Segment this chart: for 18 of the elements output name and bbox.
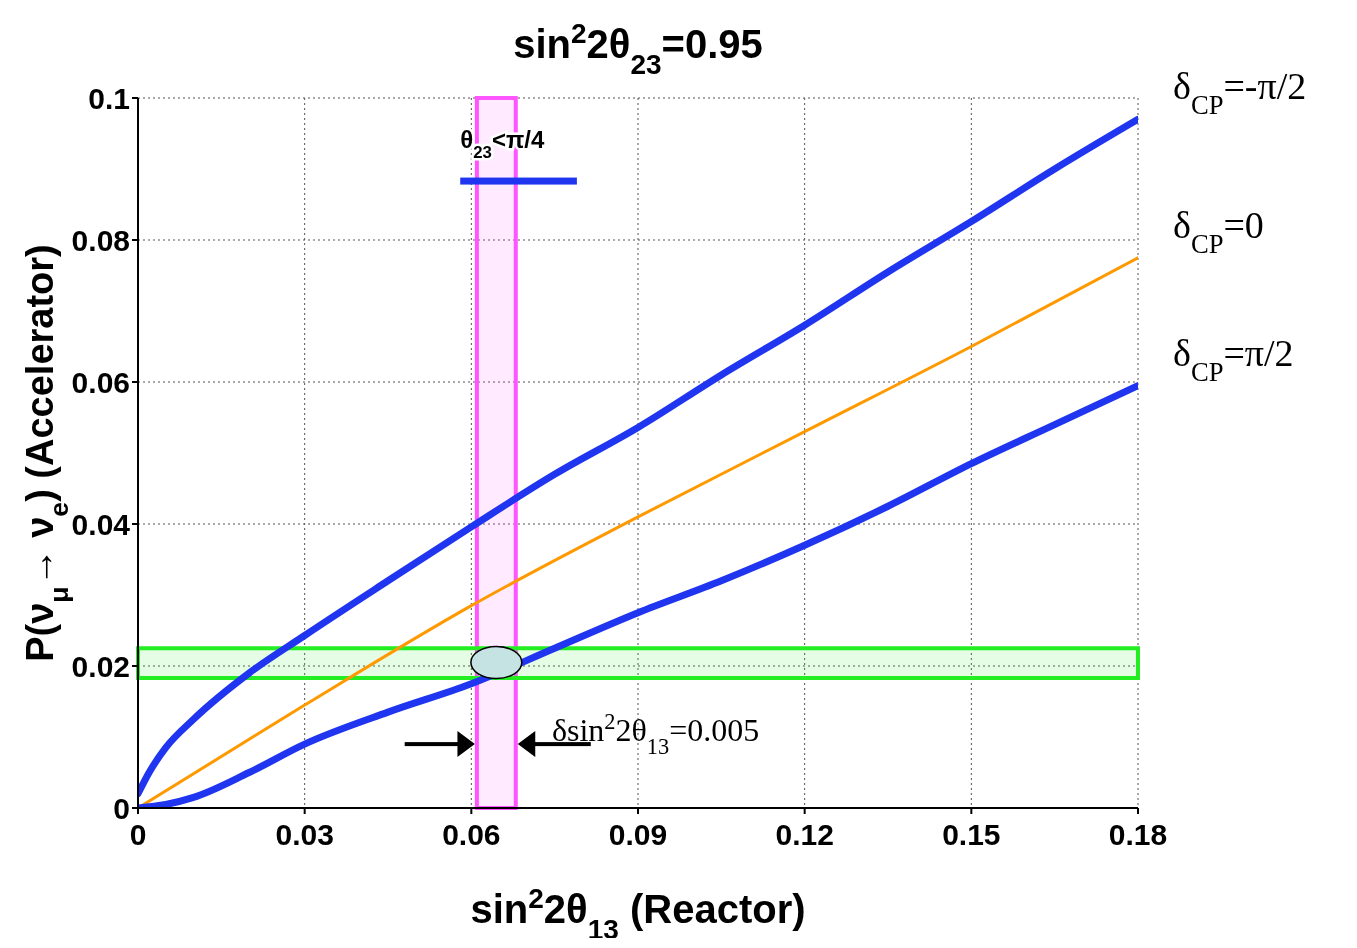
x-tick-label: 0.06 xyxy=(442,818,501,852)
y-tick-label: 0.02 xyxy=(71,649,130,683)
series-label: δ$_{CP}$=π/2 xyxy=(1173,331,1294,387)
y-tick-label: 0.1 xyxy=(88,81,130,115)
x-tick-label: 0.09 xyxy=(608,818,668,852)
series-label: δ$_{CP}$=0 xyxy=(1173,203,1264,259)
series-label: δ$_{CP}$=-π/2 xyxy=(1173,65,1307,121)
y-tick-label: 0.04 xyxy=(71,507,131,541)
annotation: δsin$^{2}$2θ$_{13}$=0.005 xyxy=(551,708,760,759)
y-tick-label: 0 xyxy=(113,791,130,825)
x-tick-label: 0.18 xyxy=(1108,818,1168,852)
chart-title: sin$^{2}$2θ$_{23}$=0.95 xyxy=(513,17,763,80)
y-tick-label: 0.08 xyxy=(71,223,130,257)
y-tick-label: 0.06 xyxy=(71,365,130,399)
x-axis-title: sin$^{2}$2θ$_{13}$ (Reactor) xyxy=(470,882,806,945)
x-tick-label: 0.03 xyxy=(275,818,334,852)
x-tick-label: 0.12 xyxy=(775,818,834,852)
x-tick-label: 0.15 xyxy=(942,818,1001,852)
